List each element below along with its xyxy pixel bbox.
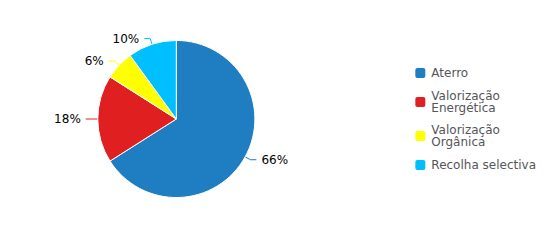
svg-text:Aterro: Aterro: [431, 66, 468, 80]
svg-text:Orgânica: Orgânica: [431, 135, 485, 149]
svg-text:6%: 6%: [85, 54, 104, 68]
svg-text:18%: 18%: [54, 112, 81, 126]
svg-text:Valorização: Valorização: [431, 89, 500, 103]
svg-text:10%: 10%: [113, 32, 140, 46]
svg-text:Valorização: Valorização: [431, 123, 500, 137]
svg-text:66%: 66%: [261, 153, 288, 167]
svg-text:Recolha selectiva: Recolha selectiva: [431, 158, 536, 172]
svg-text:Energética: Energética: [431, 101, 495, 115]
